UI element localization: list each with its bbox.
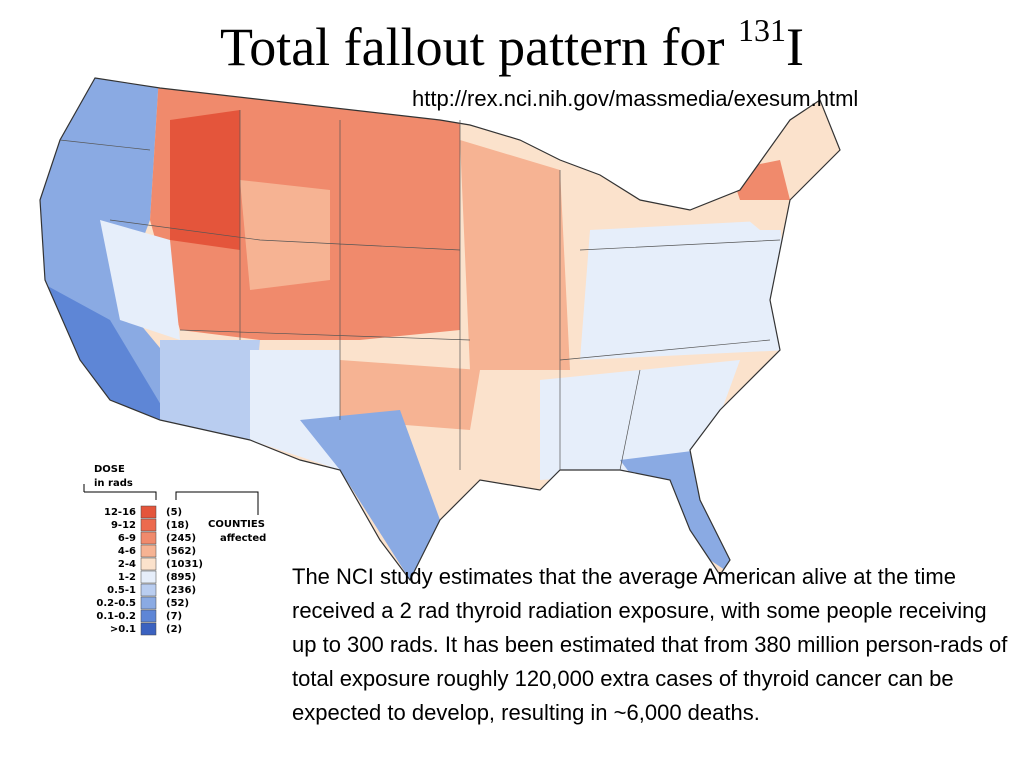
- county-count: (5): [166, 507, 182, 518]
- dose-swatch: [140, 609, 157, 623]
- dose-swatch: [140, 505, 157, 519]
- dose-range: 6-9: [118, 533, 136, 544]
- dose-swatch: [140, 622, 157, 636]
- legend-title: DOSE: [94, 464, 125, 475]
- map-regions: [40, 78, 840, 580]
- title-element: I: [786, 17, 805, 77]
- dose-range: 0.5-1: [107, 585, 136, 596]
- county-count: (18): [166, 520, 189, 531]
- county-count: (562): [166, 546, 196, 557]
- dose-range: 9-12: [111, 520, 136, 531]
- legend-bracket: [83, 484, 259, 515]
- dose-range: 1-2: [118, 572, 136, 583]
- dose-swatch: [140, 557, 157, 571]
- dose-range: 12-16: [104, 507, 136, 518]
- state-borders: [59, 110, 781, 471]
- legend-subtitle: in rads: [94, 478, 133, 489]
- county-count: (1031): [166, 559, 203, 570]
- title-superscript: 131: [738, 12, 787, 48]
- legend: DOSE in rads COUNTIES affected 12-16 (5) 9…: [83, 464, 266, 636]
- dose-swatch: [140, 531, 157, 545]
- dose-swatch: [140, 583, 157, 597]
- us-outline: [39, 77, 841, 582]
- counties-subtitle: affected: [220, 533, 266, 544]
- source-url: http://rex.nci.nih.gov/massmedia/exesum.…: [412, 86, 859, 111]
- county-count: (245): [166, 533, 196, 544]
- county-count: (236): [166, 585, 196, 596]
- county-count: (895): [166, 572, 196, 583]
- county-count: (52): [166, 598, 189, 609]
- dose-swatch: [140, 518, 157, 532]
- title-text: Total fallout pattern for: [219, 17, 739, 77]
- dose-range: 0.2-0.5: [96, 598, 136, 609]
- county-count: (2): [166, 624, 182, 635]
- dose-range: 4-6: [118, 546, 136, 557]
- dose-range: >0.1: [110, 624, 136, 635]
- dose-swatch: [140, 570, 157, 584]
- counties-title: COUNTIES: [208, 519, 265, 530]
- paragraph: The NCI study estimates that the average…: [292, 564, 1008, 725]
- title: Total fallout pattern for 131I: [0, 12, 1024, 78]
- dose-range: 2-4: [118, 559, 136, 570]
- dose-range: 0.1-0.2: [96, 611, 136, 622]
- county-count: (7): [166, 611, 182, 622]
- dose-swatch: [140, 596, 157, 610]
- dose-swatch: [140, 544, 157, 558]
